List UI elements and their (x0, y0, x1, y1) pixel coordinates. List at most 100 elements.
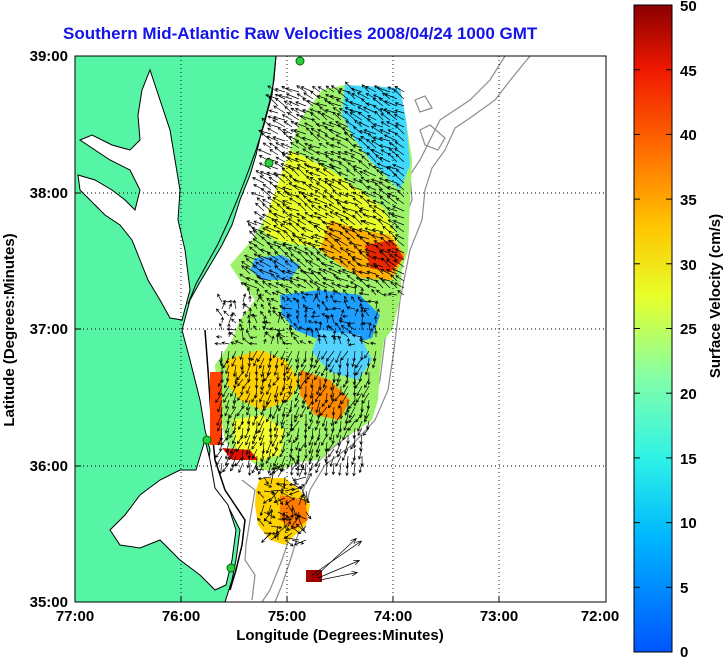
velocity-arrow (309, 462, 314, 472)
velocity-arrow (285, 357, 293, 371)
velocity-arrow (354, 210, 363, 219)
velocity-arrow (343, 177, 356, 184)
velocity-arrow (259, 248, 272, 254)
velocity-arrow (367, 371, 371, 386)
velocity-arrow (298, 378, 307, 390)
velocity-arrow (372, 165, 384, 170)
velocity-arrow (293, 129, 307, 135)
velocity-arrow (217, 434, 223, 446)
velocity-arrow (324, 177, 335, 184)
velocity-arrow (280, 315, 286, 324)
velocity-arrow (336, 378, 342, 387)
velocity-arrow (355, 276, 370, 282)
velocity-arrow (395, 122, 405, 128)
velocity-arrow (219, 357, 224, 367)
velocity-arrow (275, 97, 286, 107)
velocity-arrow (291, 167, 300, 177)
velocity-arrow (273, 364, 279, 376)
velocity-arrow (364, 86, 377, 93)
velocity-arrow (337, 399, 342, 410)
velocity-arrow (386, 166, 398, 177)
velocity-arrow (370, 125, 384, 135)
velocity-arrow (290, 107, 300, 114)
velocity-arrow (321, 112, 335, 121)
velocity-arrow (282, 243, 293, 254)
velocity-arrow (254, 280, 265, 289)
velocity-arrow (219, 462, 223, 475)
velocity-arrow (259, 170, 272, 177)
velocity-arrow (275, 333, 280, 345)
velocity-arrow (349, 281, 363, 289)
velocity-arrow (232, 420, 237, 435)
velocity-arrow (337, 335, 342, 345)
velocity-arrow (285, 500, 293, 513)
velocity-arrow (295, 223, 307, 233)
velocity-arrow (314, 434, 321, 446)
velocity-arrow (358, 228, 370, 233)
velocity-arrow (375, 279, 384, 289)
velocity-arrow (268, 269, 279, 275)
y-axis-label: Latitude (Degrees:Minutes) (1, 233, 18, 426)
velocity-arrow (261, 213, 272, 219)
velocity-arrow (321, 300, 328, 310)
velocity-arrow (366, 199, 377, 205)
velocity-arrow (358, 291, 370, 296)
velocity-arrow (295, 314, 300, 324)
velocity-arrow (397, 189, 405, 198)
velocity-arrow (304, 306, 314, 310)
velocity-arrow (332, 371, 336, 383)
chesapeake-bay (77, 68, 191, 321)
velocity-arrow (315, 462, 321, 474)
velocity-arrow (270, 335, 275, 345)
velocity-arrow (315, 182, 328, 191)
velocity-arrow (266, 135, 279, 142)
velocity-arrow (302, 270, 314, 282)
velocity-arrow (356, 392, 363, 404)
velocity-arrow (237, 392, 244, 401)
velocity-arrow (241, 261, 251, 268)
velocity-arrow (288, 100, 300, 107)
velocity-arrow (221, 301, 226, 310)
velocity-arrow (327, 441, 335, 452)
velocity-arrow (248, 295, 252, 302)
velocity-arrow (330, 294, 335, 303)
velocity-arrow (324, 134, 335, 142)
velocity-arrow (338, 178, 349, 184)
x-tick-label: 72:00 (581, 608, 619, 625)
velocity-arrow (337, 91, 349, 100)
velocity-arrow (322, 195, 335, 205)
velocity-arrow (265, 413, 272, 423)
velocity-arrow (294, 107, 307, 114)
velocity-arrow (268, 109, 279, 114)
velocity-arrow (251, 462, 258, 474)
velocity-arrow (284, 251, 293, 261)
velocity-arrow (267, 190, 279, 198)
velocity-arrow (298, 238, 307, 247)
velocity-arrow (284, 392, 293, 404)
velocity-arrow (267, 462, 272, 475)
velocity-arrow (394, 102, 405, 107)
velocity-arrow (324, 288, 328, 296)
velocity-arrow (283, 131, 293, 142)
velocity-arrow (386, 111, 398, 121)
velocity-arrow (328, 228, 342, 233)
velocity-arrow (373, 315, 378, 324)
velocity-arrow (260, 385, 265, 395)
velocity-arrow (355, 357, 363, 369)
velocity-arrow (296, 93, 307, 100)
velocity-arrow (243, 303, 251, 310)
velocity-arrow (306, 399, 314, 410)
velocity-arrow (336, 113, 349, 121)
velocity-arrow (329, 211, 342, 219)
velocity-arrow (322, 168, 335, 177)
velocity-arrow (390, 280, 398, 289)
velocity-arrow (277, 311, 286, 317)
velocity-arrow (286, 269, 300, 275)
velocity-arrow (275, 156, 286, 163)
velocity-arrow (362, 191, 377, 198)
velocity-arrow (358, 270, 370, 275)
velocity-arrow (281, 392, 286, 404)
velocity-arrow (325, 294, 329, 303)
velocity-arrow (333, 299, 342, 304)
velocity-arrow (366, 145, 377, 156)
